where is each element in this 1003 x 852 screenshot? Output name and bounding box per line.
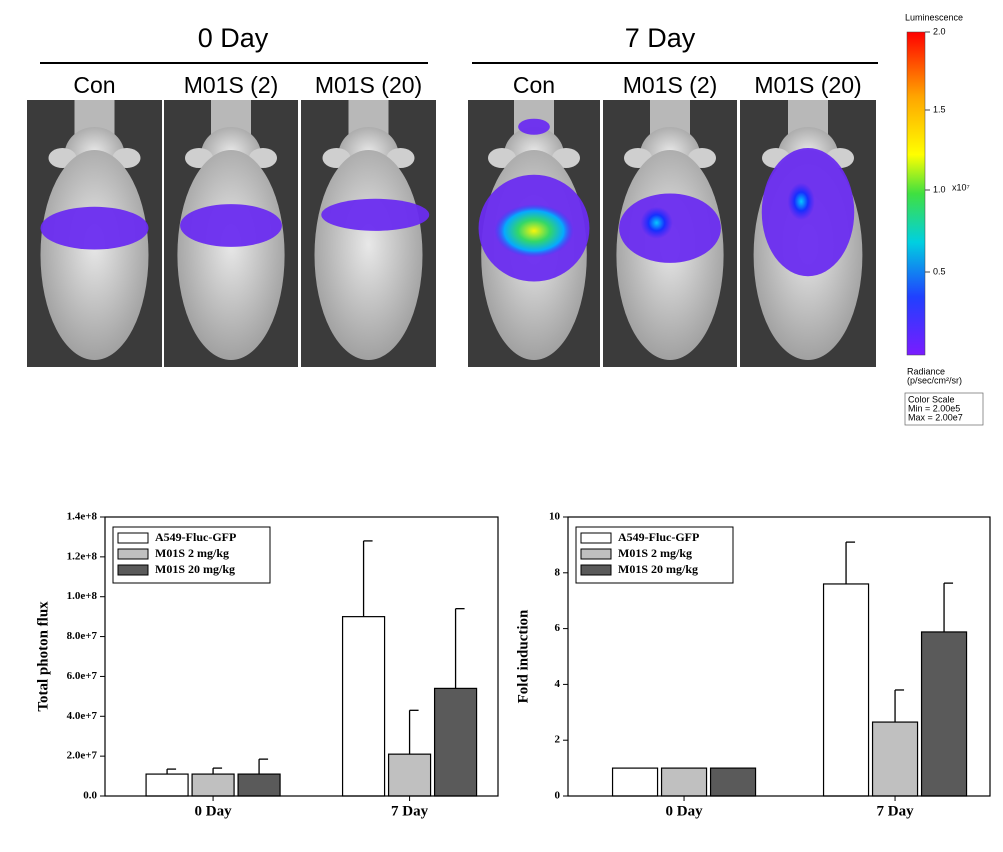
y-tick-label: 6	[555, 622, 561, 634]
y-axis-label: Fold induction	[515, 609, 531, 703]
bar	[387, 753, 432, 797]
charts: 0.0 2.0e+7 4.0e+7 6.0e+7 8.0e+7 1.0e+8 1.2e+8 1…	[35, 511, 991, 819]
legend-swatch	[580, 532, 612, 544]
colorbar-unit: (p/sec/cm²/sr)	[907, 375, 962, 385]
colorbar-tick-label: 1.0	[933, 184, 946, 194]
mouse-body	[40, 150, 149, 360]
colorbar-tick-label: 2.0	[933, 26, 946, 36]
panel-label: Con	[513, 72, 555, 98]
signal	[180, 204, 282, 247]
bar	[871, 721, 919, 797]
y-tick-label: 8	[555, 566, 561, 578]
y-tick-label: 4.0e+7	[67, 710, 98, 722]
bar	[660, 767, 708, 797]
scale-title: Color Scale	[908, 394, 955, 404]
bar	[920, 631, 968, 797]
bar	[611, 767, 659, 797]
bar	[145, 773, 189, 797]
colorbar-tick-label: 1.5	[933, 104, 946, 114]
y-tick-label: 8.0e+7	[67, 630, 98, 642]
scale-min: Min = 2.00e5	[908, 403, 960, 413]
plot-frame	[567, 516, 991, 797]
legend-swatch	[580, 548, 612, 560]
signal	[787, 182, 815, 221]
imaging-panel: 0 Day Con M01S (2) M01S (20) 7 Day Con M01S (2…	[27, 12, 984, 426]
chart: 0 2 4 6 8 10 Fold induction 0 Day 7 Day A549-Fluc…	[515, 511, 991, 819]
signal	[321, 198, 430, 231]
y-tick-label: 6.0e+7	[67, 670, 98, 682]
mouse-body	[314, 150, 423, 360]
y-tick-label: 4	[555, 678, 561, 690]
y-tick-label: 1.0e+8	[67, 590, 98, 602]
colorbar-tick-label: 0.5	[933, 266, 946, 276]
colorbar	[906, 31, 926, 356]
panel-label: Con	[73, 72, 115, 98]
bar	[433, 687, 478, 797]
bar	[822, 583, 870, 797]
x-tick-label: 7 Day	[391, 803, 429, 819]
scale-max: Max = 2.00e7	[908, 412, 963, 422]
signal	[640, 206, 673, 239]
legend-swatch	[117, 548, 149, 560]
colorbar-title: Luminescence	[905, 12, 963, 22]
signal	[494, 204, 574, 258]
mouse-body	[177, 150, 285, 360]
signal	[518, 118, 550, 135]
legend-label: M01S 2 mg/kg	[618, 546, 692, 560]
y-tick-label: 0	[555, 790, 561, 802]
y-tick-label: 1.4e+8	[67, 511, 98, 523]
legend-swatch	[117, 532, 149, 544]
legend-label: A549-Fluc-GFP	[618, 530, 699, 544]
legend-swatch	[580, 564, 612, 576]
x-tick-label: 0 Day	[195, 803, 233, 819]
panel-label: M01S (2)	[184, 72, 279, 98]
y-tick-label: 0.0	[83, 790, 97, 802]
group-title: 7 Day	[625, 23, 696, 53]
group-title: 0 Day	[198, 23, 269, 53]
bar	[341, 616, 386, 797]
panel-label: M01S (20)	[315, 72, 422, 98]
y-axis-label: Total photon flux	[35, 601, 51, 712]
colorbar-unit-title: Radiance	[907, 366, 945, 376]
legend-label: M01S 2 mg/kg	[155, 546, 229, 560]
colorbar-exponent: x10⁷	[952, 182, 970, 192]
y-tick-label: 1.2e+8	[67, 550, 98, 562]
bar	[237, 773, 281, 797]
legend-swatch	[117, 564, 149, 576]
x-tick-label: 0 Day	[666, 803, 704, 819]
panel-label: M01S (20)	[754, 72, 861, 98]
y-tick-label: 2	[555, 734, 561, 746]
y-tick-label: 10	[549, 511, 561, 523]
chart: 0.0 2.0e+7 4.0e+7 6.0e+7 8.0e+7 1.0e+8 1.2e+8 1…	[35, 511, 499, 819]
legend-label: M01S 20 mg/kg	[155, 562, 235, 576]
bar	[709, 767, 757, 797]
x-tick-label: 7 Day	[877, 803, 915, 819]
scale-box	[904, 392, 984, 426]
panel-label: M01S (2)	[623, 72, 718, 98]
signal	[40, 206, 149, 250]
legend-label: A549-Fluc-GFP	[155, 530, 236, 544]
bar	[191, 773, 235, 797]
plot-frame	[104, 516, 499, 797]
legend-label: M01S 20 mg/kg	[618, 562, 698, 576]
y-tick-label: 2.0e+7	[67, 750, 98, 762]
